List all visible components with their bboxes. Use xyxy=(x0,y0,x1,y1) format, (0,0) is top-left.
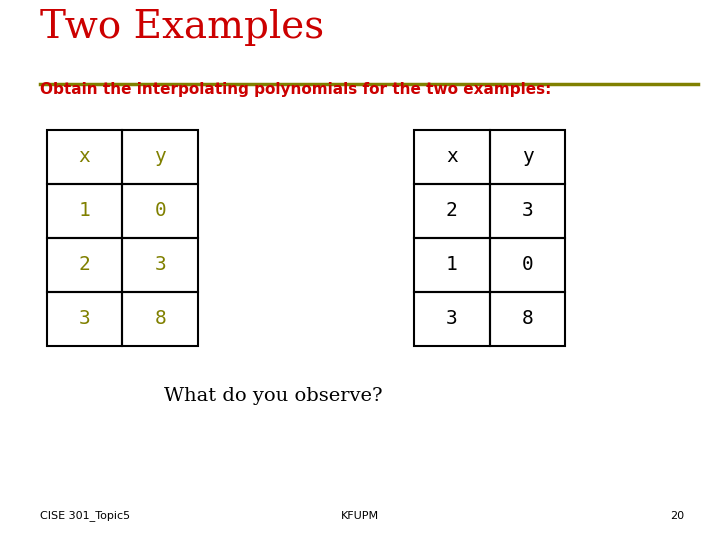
Text: 1: 1 xyxy=(446,255,458,274)
Bar xyxy=(122,184,198,238)
Text: 0: 0 xyxy=(521,255,534,274)
Text: 20: 20 xyxy=(670,511,684,521)
Text: 3: 3 xyxy=(78,309,91,328)
Bar xyxy=(47,130,122,184)
Bar xyxy=(47,292,122,346)
Text: y: y xyxy=(521,147,534,166)
Bar xyxy=(414,292,490,346)
Bar xyxy=(122,130,198,184)
Bar xyxy=(490,184,565,238)
Bar xyxy=(414,130,490,184)
Text: 8: 8 xyxy=(154,309,166,328)
Text: 3: 3 xyxy=(521,201,534,220)
Text: KFUPM: KFUPM xyxy=(341,511,379,521)
Text: 2: 2 xyxy=(78,255,91,274)
Bar xyxy=(47,238,122,292)
Text: 2: 2 xyxy=(446,201,458,220)
Bar xyxy=(490,238,565,292)
Text: What do you observe?: What do you observe? xyxy=(164,387,383,405)
Text: 1: 1 xyxy=(78,201,91,220)
Bar xyxy=(490,292,565,346)
Bar xyxy=(122,292,198,346)
Text: CISE 301_Topic5: CISE 301_Topic5 xyxy=(40,510,130,521)
Bar xyxy=(122,238,198,292)
Text: 8: 8 xyxy=(521,309,534,328)
Text: Obtain the interpolating polynomials for the two examples:: Obtain the interpolating polynomials for… xyxy=(40,82,551,97)
Text: x: x xyxy=(446,147,458,166)
Text: 3: 3 xyxy=(446,309,458,328)
Text: Two Examples: Two Examples xyxy=(40,9,324,46)
Text: 3: 3 xyxy=(154,255,166,274)
Bar xyxy=(414,184,490,238)
Text: 0: 0 xyxy=(154,201,166,220)
Text: y: y xyxy=(154,147,166,166)
Bar xyxy=(47,184,122,238)
Text: x: x xyxy=(78,147,91,166)
Bar xyxy=(490,130,565,184)
Bar xyxy=(414,238,490,292)
